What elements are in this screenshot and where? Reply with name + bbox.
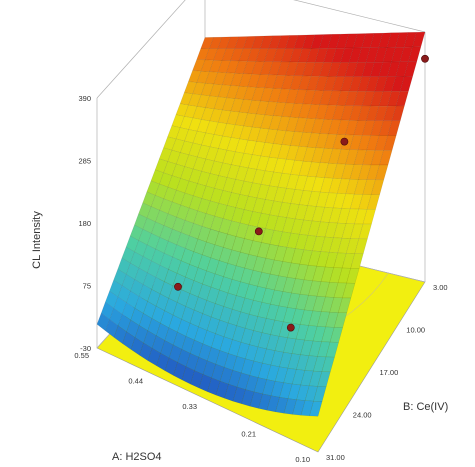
design-point (421, 54, 429, 63)
z-tick-label: -30 (80, 344, 91, 353)
z-tick-label: 390 (78, 94, 91, 103)
design-point (254, 227, 263, 236)
z-tick-label: 285 (78, 157, 91, 166)
y-tick-label: 17.00 (380, 368, 399, 377)
box-edge (293, 0, 426, 33)
box-edge (96, 0, 186, 99)
design-point (340, 137, 349, 146)
surface-cell (130, 337, 144, 356)
design-point (286, 323, 295, 332)
response-surface (96, 31, 426, 417)
x-tick-label: 0.21 (241, 430, 256, 439)
z-axis-title: CL Intensity (31, 211, 43, 269)
axis-ticks: -30 75 180 285 390 0.55 0.44 0.33 0.21 0.10 3.00 10… (74, 94, 447, 464)
surface-cell (181, 366, 195, 385)
z-tick-label: 180 (78, 219, 91, 228)
z-tick-label: 75 (83, 282, 91, 291)
x-tick-label: 0.44 (128, 376, 143, 385)
y-tick-label: 3.00 (433, 283, 448, 292)
y-tick-label: 10.00 (406, 326, 425, 335)
x-tick-label: 0.55 (74, 351, 89, 360)
y-axis-title: B: Ce(IV) (403, 401, 448, 413)
surface-cell (249, 391, 263, 409)
design-points (174, 54, 429, 332)
y-tick-label: 24.00 (353, 411, 372, 420)
x-tick-label: 0.33 (182, 402, 197, 411)
surface-cell (309, 401, 323, 417)
surface-cell (113, 325, 127, 344)
y-tick-label: 31.00 (326, 453, 345, 462)
x-tick-label: 0.10 (295, 455, 310, 464)
design-point (174, 282, 182, 291)
x-axis-title: A: H2SO4 (112, 451, 162, 463)
surface-cell (232, 386, 246, 405)
surface-cell (258, 393, 272, 411)
